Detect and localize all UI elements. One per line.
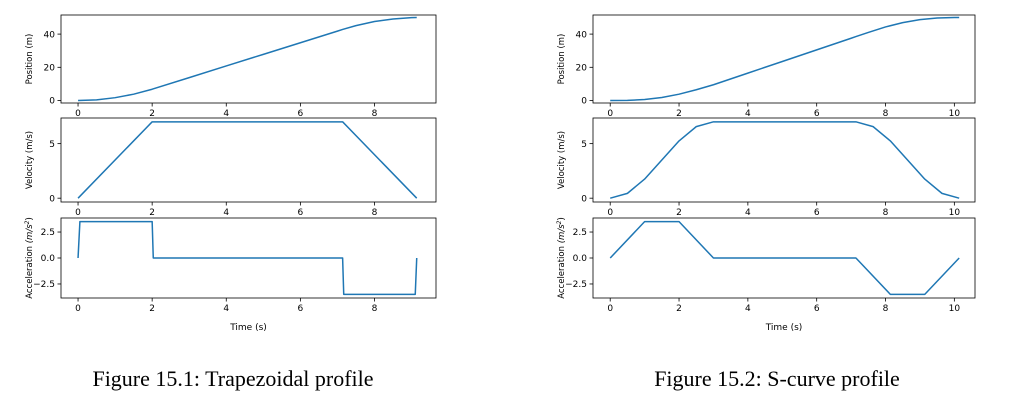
x-tick-label: 6 xyxy=(814,109,820,119)
subplot-position: 0 2 4 6 8 0 20 40 Position (m) xyxy=(25,14,437,119)
x-axis-label: Time (s) xyxy=(229,323,267,333)
x-tick-label: 6 xyxy=(814,304,820,314)
x-tick-label: 8 xyxy=(372,304,378,314)
series-line xyxy=(609,220,960,296)
subplot-position: 0 2 4 6 8 10 0 20 40 Position (m) xyxy=(557,14,976,119)
y-tick-label: 5 xyxy=(49,140,55,150)
x-tick-label: 8 xyxy=(372,208,378,218)
x-tick-label: 8 xyxy=(883,109,889,119)
x-tick-label: 6 xyxy=(298,109,304,119)
figure-caption-right: Figure 15.2: S-curve profile xyxy=(654,366,900,391)
x-tick-label: 8 xyxy=(372,109,378,119)
series-line xyxy=(77,121,418,199)
x-tick-label: 4 xyxy=(223,304,229,314)
x-tick-label: 6 xyxy=(814,208,820,218)
x-tick-label: 6 xyxy=(298,304,304,314)
x-tick-label: 0 xyxy=(607,304,613,314)
y-tick-label: 20 xyxy=(576,64,588,74)
x-tick-label: 0 xyxy=(607,208,613,218)
subplot-velocity: 0 2 4 6 8 10 0 5 Velocity (m/s) xyxy=(557,117,976,218)
x-tick-label: 2 xyxy=(676,208,682,218)
x-tick-label: 0 xyxy=(75,109,81,119)
y-axis-label: Position (m) xyxy=(557,34,567,85)
axes-frame xyxy=(60,117,437,203)
axes-frame xyxy=(592,117,976,203)
series-line xyxy=(610,121,960,199)
series-line xyxy=(78,16,417,102)
x-tick-label: 8 xyxy=(883,208,889,218)
axes-frame xyxy=(592,14,976,104)
x-tick-label: 0 xyxy=(607,109,613,119)
x-tick-label: 6 xyxy=(298,208,304,218)
y-tick-label: 0 xyxy=(49,97,55,107)
x-tick-label: 4 xyxy=(223,208,229,218)
y-axis-label: Acceleration (m/s2) xyxy=(24,217,35,299)
y-tick-label: 2.5 xyxy=(573,228,587,238)
axes-frame xyxy=(60,14,437,104)
x-tick-label: 4 xyxy=(745,109,751,119)
y-tick-label: −2.5 xyxy=(565,280,587,290)
x-tick-label: 10 xyxy=(949,304,961,314)
subplot-velocity: 0 2 4 6 8 0 5 Velocity (m/s) xyxy=(25,117,437,218)
x-tick-label: 10 xyxy=(949,109,961,119)
x-tick-label: 2 xyxy=(676,304,682,314)
x-tick-label: 4 xyxy=(745,304,751,314)
series-line xyxy=(610,16,960,102)
series-line xyxy=(77,220,418,296)
x-tick-label: 0 xyxy=(75,304,81,314)
figure-caption-left: Figure 15.1: Trapezoidal profile xyxy=(92,366,374,391)
x-tick-label: 2 xyxy=(149,109,155,119)
x-tick-label: 2 xyxy=(149,208,155,218)
y-tick-label: 0 xyxy=(49,194,55,204)
x-tick-label: 4 xyxy=(223,109,229,119)
x-tick-label: 10 xyxy=(949,208,961,218)
y-tick-label: 0 xyxy=(581,97,587,107)
y-tick-label: −2.5 xyxy=(33,280,55,290)
y-axis-label: Position (m) xyxy=(25,34,35,85)
y-tick-label: 0 xyxy=(581,194,587,204)
y-tick-label: 0.0 xyxy=(41,254,56,264)
y-tick-label: 2.5 xyxy=(41,228,55,238)
x-tick-label: 2 xyxy=(676,109,682,119)
x-tick-label: 4 xyxy=(745,208,751,218)
y-axis-label: Acceleration (m/s2) xyxy=(556,217,567,299)
x-tick-label: 2 xyxy=(149,304,155,314)
y-tick-label: 0.0 xyxy=(573,254,588,264)
y-axis-label: Velocity (m/s) xyxy=(557,131,567,189)
x-axis-label: Time (s) xyxy=(765,323,803,333)
y-tick-label: 40 xyxy=(576,30,588,40)
y-tick-label: 5 xyxy=(581,140,587,150)
y-tick-label: 20 xyxy=(44,64,56,74)
y-axis-label: Velocity (m/s) xyxy=(25,131,35,189)
x-tick-label: 0 xyxy=(75,208,81,218)
x-tick-label: 8 xyxy=(883,304,889,314)
y-tick-label: 40 xyxy=(44,30,56,40)
